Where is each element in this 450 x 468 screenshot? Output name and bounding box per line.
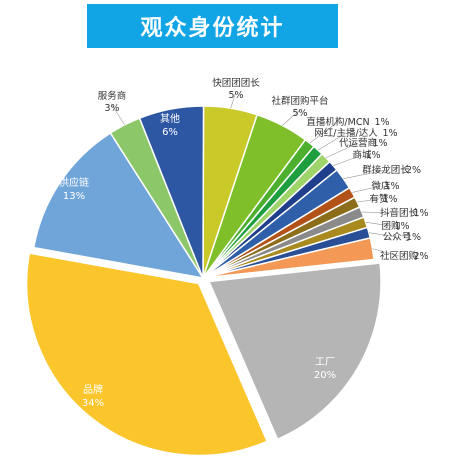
slice-label-5: 商城 (352, 149, 372, 161)
slice-label-12: 社区团购 (380, 250, 418, 262)
leader-line-0 (230, 91, 237, 109)
slice-label-7: 微店 (371, 180, 390, 192)
leader-line-3 (317, 132, 347, 151)
leader-line-4 (325, 142, 359, 158)
leader-line-2 (309, 121, 339, 144)
slice-value-1: 5% (292, 108, 307, 119)
slice-value-9: 1% (413, 208, 428, 219)
slice-value-3: 1% (382, 128, 397, 139)
slice-value-7: 1% (384, 181, 399, 192)
slice-value-15: 13% (63, 191, 85, 202)
slice-label-17: 其他 (160, 112, 180, 125)
slice-value-10: 1% (394, 221, 409, 232)
pie-slice-13 (207, 262, 382, 441)
slice-label-1: 社群团购平台 (271, 95, 328, 107)
leader-line-16 (111, 104, 125, 126)
slice-label-9: 抖音团长 (380, 207, 419, 219)
slice-label-0: 快团团团长 (212, 77, 260, 89)
slice-label-15: 供应链 (59, 176, 89, 189)
slice-label-6: 群接龙团长 (362, 164, 410, 176)
pie-slice-15 (32, 131, 205, 280)
leader-line-11 (368, 232, 398, 238)
leader-line-8 (357, 198, 380, 203)
slice-label-13: 工厂 (315, 357, 335, 368)
slice-label-2: 直播机构/MCN (306, 116, 369, 128)
slice-value-17: 6% (162, 127, 178, 138)
slice-value-5: 1% (365, 150, 380, 161)
chart-title: 观众身份统计 (140, 16, 285, 41)
slice-value-13: 20% (314, 370, 336, 381)
leader-line-10 (365, 221, 392, 227)
slice-value-12: 2% (413, 251, 428, 262)
slice-value-0: 5% (228, 90, 243, 101)
slice-label-10: 团购 (381, 220, 400, 232)
pie-slice-12 (202, 237, 375, 279)
pie-slice-14 (25, 252, 269, 457)
slice-label-4: 代运营商 (339, 137, 377, 149)
slice-value-16: 3% (104, 103, 119, 114)
leader-line-1 (282, 109, 301, 126)
slice-value-2: 1% (374, 117, 389, 128)
leader-line-5 (333, 154, 363, 167)
title-banner: 观众身份统计 (87, 4, 338, 48)
slice-value-11: 1% (406, 232, 421, 243)
leader-line-9 (361, 211, 400, 214)
slice-label-16: 服务商 (98, 90, 127, 102)
leader-line-12 (372, 248, 400, 257)
slice-value-14: 34% (82, 398, 104, 409)
slice-label-11: 公众号 (383, 232, 412, 243)
slice-value-6: 2% (406, 165, 421, 176)
pie-slice-17 (138, 105, 205, 279)
leader-line-7 (352, 185, 382, 193)
slice-label-3: 网红/主播/达人 (314, 127, 378, 139)
leader-line-6 (343, 169, 387, 179)
slice-label-14: 品牌 (83, 383, 103, 396)
label-leaders (111, 91, 400, 257)
slice-value-8: 1% (382, 194, 397, 205)
slice-value-4: 1% (372, 138, 387, 149)
slice-label-8: 有赞 (369, 193, 389, 205)
pie-slices (25, 105, 382, 457)
